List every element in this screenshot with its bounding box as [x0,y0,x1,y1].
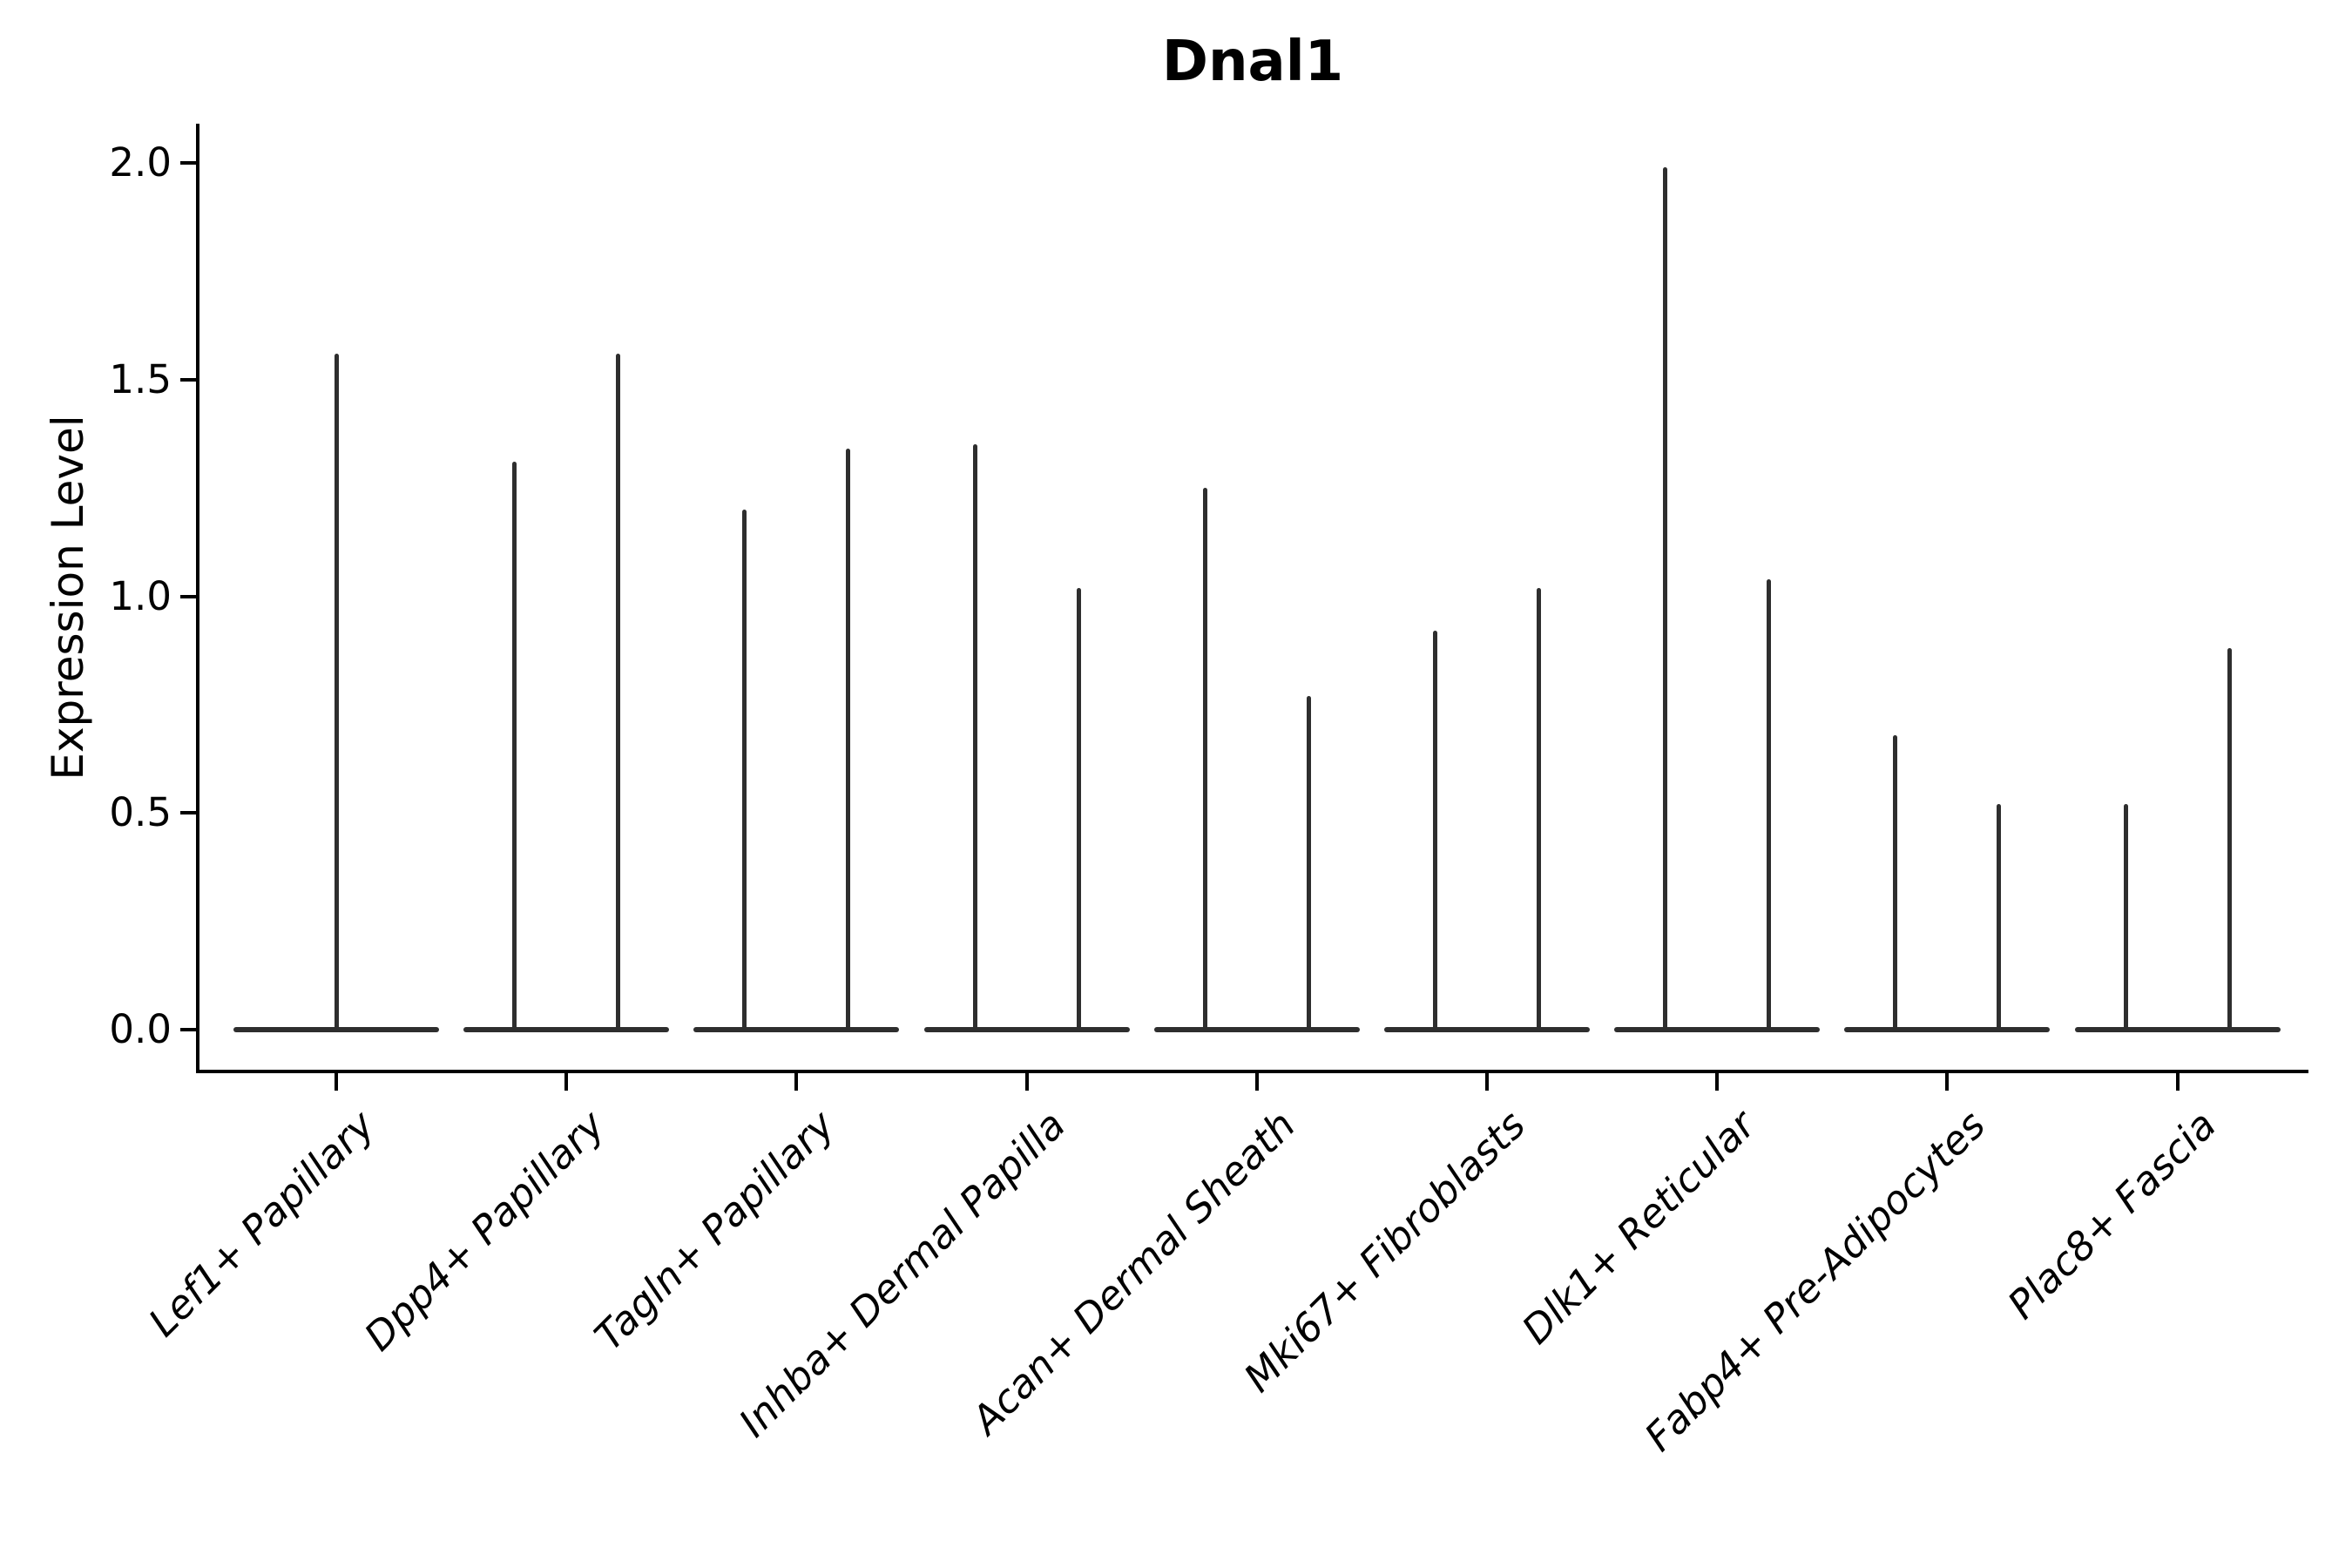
y-tick-mark-1.0 [180,594,198,598]
violin-needle [1997,804,2002,1032]
x-tick-mark [2175,1073,2180,1091]
violin-baseline [1844,1027,2051,1032]
x-tick-mark [1945,1073,1950,1091]
violin-baseline [463,1027,670,1032]
x-tick-label: Plac8+ Fascia [1998,1101,2225,1328]
x-tick-label: Dpp4+ Papillary [355,1101,614,1360]
y-tick-label-0.0: 0.0 [109,1006,172,1052]
violin-needle [1663,166,1668,1032]
violin-baseline [1614,1027,1821,1032]
violin-needle [616,353,621,1032]
y-tick-label-0.5: 0.5 [109,789,172,836]
y-tick-label-1.0: 1.0 [109,572,172,619]
violin-needle [1767,578,1772,1032]
violin-needle [1893,734,1898,1032]
violin-needle [1306,695,1311,1032]
x-tick-mark [794,1073,799,1091]
x-tick-mark [1485,1073,1489,1091]
violin-baseline [693,1027,900,1032]
violin-baseline [1384,1027,1590,1032]
y-axis-spine [196,124,199,1073]
y-tick-label-1.5: 1.5 [109,355,172,402]
violin-needle [1536,587,1541,1032]
y-tick-mark-0.5 [180,811,198,815]
violin-needle [742,510,747,1032]
x-tick-mark [564,1073,569,1091]
violin-needle [1202,488,1207,1032]
violin-baseline [1153,1027,1360,1032]
violin-needle [846,449,851,1032]
violin-needle [2227,648,2232,1032]
x-tick-mark [1715,1073,1720,1091]
violin-needle [1433,631,1438,1032]
y-tick-label-2.0: 2.0 [109,139,172,186]
y-tick-mark-2.0 [180,161,198,165]
x-tick-label: Lef1+ Papillary [139,1101,384,1346]
violin-baseline [923,1027,1130,1032]
x-tick-mark [335,1073,338,1091]
x-tick-mark [1254,1073,1259,1091]
violin-needle [1076,587,1081,1032]
y-tick-mark-1.5 [180,377,198,382]
violin-needle [334,353,339,1032]
x-axis-spine [196,1070,2308,1073]
y-tick-mark-0.0 [180,1028,198,1031]
violin-needle [2123,804,2128,1032]
x-tick-label: Dlk1+ Reticular [1513,1101,1765,1354]
x-tick-mark [1024,1073,1029,1091]
violin-needle [972,444,977,1032]
x-tick-label: Tagln+ Papillary [585,1101,844,1360]
chart-title: Dnal1 [1161,30,1344,94]
violin-baseline [2074,1027,2281,1032]
violin-needle [512,462,517,1032]
